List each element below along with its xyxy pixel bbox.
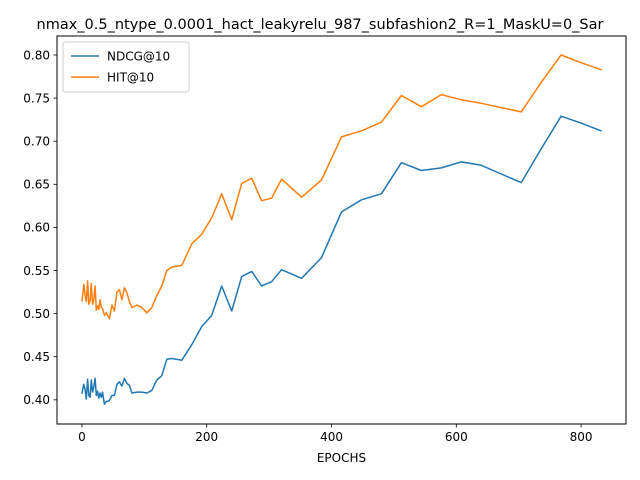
x-tick-label: 0 xyxy=(78,430,86,444)
y-tick-label: 0.75 xyxy=(23,91,50,105)
legend: NDCG@10 HIT@10 xyxy=(62,41,190,93)
x-tick-label: 200 xyxy=(195,430,218,444)
series-layer xyxy=(81,54,602,405)
legend-box xyxy=(62,41,190,93)
legend-label-hit: HIT@10 xyxy=(107,70,154,84)
y-tick-label: 0.55 xyxy=(23,264,50,278)
x-axis-label: EPOCHS xyxy=(317,451,366,465)
legend-label-ndcg: NDCG@10 xyxy=(107,49,170,63)
x-tick-label: 400 xyxy=(320,430,343,444)
y-tick-label: 0.70 xyxy=(23,134,50,148)
y-tick-label: 0.50 xyxy=(23,307,50,321)
chart-title: nmax_0.5_ntype_0.0001_hact_leakyrelu_987… xyxy=(37,17,604,33)
x-tick-label: 600 xyxy=(445,430,468,444)
y-tick-label: 0.65 xyxy=(23,178,50,192)
series-line-ndcg xyxy=(81,115,602,405)
y-axis: 0.40 0.45 0.50 0.55 0.60 0.65 0.70 0.75 0.80 xyxy=(23,48,57,407)
x-tick-label: 800 xyxy=(570,430,593,444)
y-tick-label: 0.40 xyxy=(23,393,50,407)
plot-frame xyxy=(56,35,627,425)
series-line-hit xyxy=(81,54,602,320)
y-tick-label: 0.80 xyxy=(23,48,50,62)
y-tick-label: 0.60 xyxy=(23,221,50,235)
y-tick-label: 0.45 xyxy=(23,350,50,364)
x-axis: 0 200 400 600 800 xyxy=(78,424,593,444)
